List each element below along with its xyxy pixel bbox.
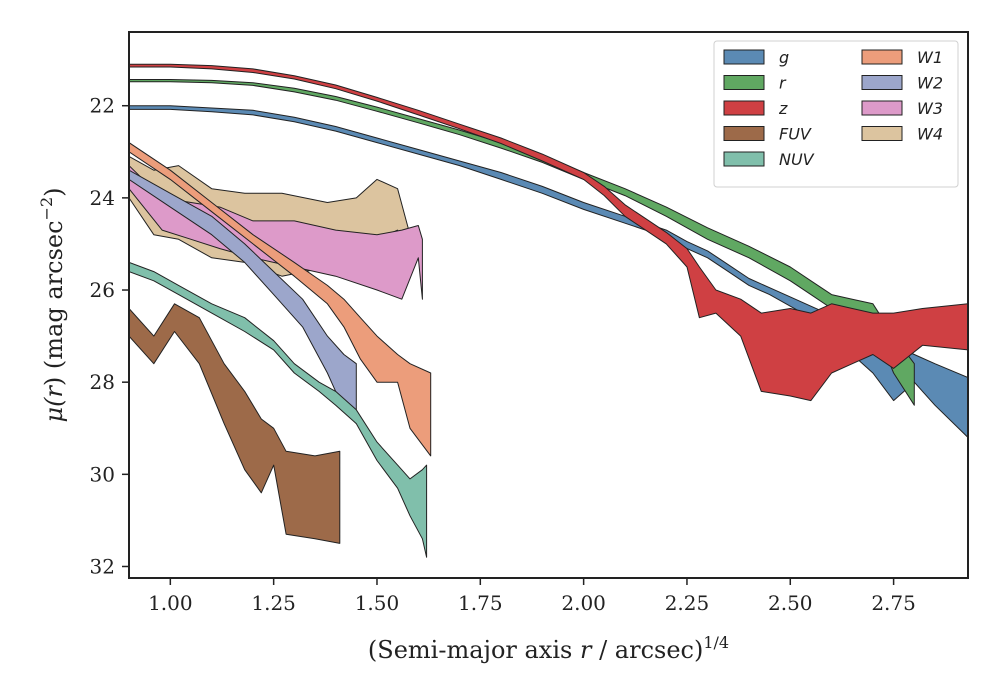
x-tick-label: 1.25 <box>251 591 296 615</box>
legend-swatch <box>861 49 903 65</box>
series-band-nuv <box>129 261 428 558</box>
x-axis-label-main: (Semi-major axis <box>368 636 580 664</box>
x-tick-label: 1.75 <box>458 591 503 615</box>
series-band-g <box>129 105 968 438</box>
y-axis-label-rest: ) (mag arcsec <box>40 220 68 386</box>
legend-item-z: z <box>723 99 788 118</box>
x-axis-label-sup: 1/4 <box>703 633 729 652</box>
plot-frame <box>128 31 969 579</box>
x-tick-label: 2.50 <box>768 591 813 615</box>
x-axis-label: (Semi-major axis r / arcsec)1/4 <box>368 633 729 664</box>
legend-item-fuv: FUV <box>723 125 812 144</box>
legend-label: r <box>779 74 787 93</box>
legend-label: FUV <box>779 125 812 144</box>
legend-swatch <box>723 75 765 90</box>
legend-swatch <box>723 100 765 116</box>
series-band-w1 <box>129 142 432 457</box>
x-tick-label: 2.75 <box>871 591 916 615</box>
y-axis-label: μ(r) (mag arcsec−2) <box>37 187 68 422</box>
series-bands <box>129 63 968 558</box>
series-band-w3 <box>129 165 423 300</box>
legend-item-r: r <box>723 74 787 93</box>
series-band-z <box>129 63 968 402</box>
y-tick-label: 24 <box>90 186 115 210</box>
x-axis-label-var: r <box>580 636 593 664</box>
legend-item-nuv: NUV <box>723 150 815 169</box>
y-tick-label: 30 <box>90 462 115 486</box>
legend-swatch <box>861 75 903 90</box>
legend-label: g <box>779 48 789 67</box>
x-tick-label: 1.00 <box>148 591 193 615</box>
legend: grz FUV NUV W1 W2 W3 W4 <box>713 40 959 188</box>
legend-label: W1 <box>917 48 943 67</box>
legend-label: W4 <box>917 125 943 144</box>
legend-label: W2 <box>917 74 943 93</box>
y-axis-label-close: ) <box>40 187 68 196</box>
legend-item-w4: W4 <box>861 125 943 144</box>
y-axis: 22 24 26 28 30 32 <box>90 94 129 578</box>
y-tick-label: 28 <box>90 370 115 394</box>
legend-swatch <box>723 126 765 141</box>
y-axis-label-var: r <box>40 385 68 398</box>
y-tick-label: 32 <box>90 554 115 578</box>
legend-label: z <box>778 99 788 118</box>
series-band-fuv <box>129 303 341 544</box>
legend-swatch <box>723 49 765 65</box>
legend-item-g: g <box>723 48 789 67</box>
legend-label: W3 <box>917 99 943 118</box>
x-axis-label-rest: / arcsec) <box>591 636 703 664</box>
y-axis-label-sup: −2 <box>37 197 56 221</box>
series-band-r <box>129 79 915 406</box>
x-tick-label: 1.50 <box>355 591 400 615</box>
x-tick-label: 2.25 <box>665 591 710 615</box>
y-tick-label: 26 <box>90 278 115 302</box>
legend-swatch <box>861 126 903 141</box>
legend-swatch <box>723 151 765 167</box>
legend-item-w3: W3 <box>861 99 943 118</box>
y-tick-label: 22 <box>90 94 115 118</box>
x-axis: 1.00 1.25 1.50 1.75 2.00 2.25 2.50 2.75 <box>148 578 916 615</box>
legend-item-w2: W2 <box>861 74 943 93</box>
legend-swatch <box>861 100 903 116</box>
x-tick-label: 2.00 <box>561 591 606 615</box>
legend-item-w1: W1 <box>861 48 943 67</box>
y-axis-label-mu: μ( <box>40 397 68 423</box>
legend-label: NUV <box>779 150 815 169</box>
